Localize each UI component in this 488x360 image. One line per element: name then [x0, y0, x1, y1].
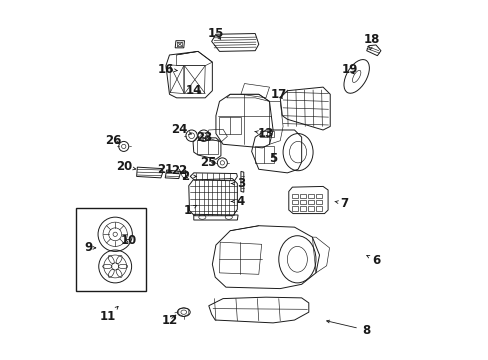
Text: 6: 6 — [366, 254, 380, 267]
Bar — [315, 200, 321, 204]
Bar — [300, 200, 305, 204]
Text: 23: 23 — [196, 131, 212, 144]
Text: 14: 14 — [185, 84, 202, 97]
Text: 24: 24 — [171, 123, 191, 136]
Text: 26: 26 — [104, 134, 121, 147]
Text: 11: 11 — [100, 306, 118, 323]
Text: 12: 12 — [161, 314, 177, 327]
Bar — [300, 194, 305, 198]
Text: 21: 21 — [157, 163, 173, 176]
Text: 7: 7 — [334, 197, 348, 210]
Text: 19: 19 — [341, 63, 358, 76]
Text: 5: 5 — [268, 152, 277, 165]
Bar — [307, 206, 313, 211]
Bar — [254, 147, 273, 163]
Bar — [292, 206, 298, 211]
Text: 20: 20 — [115, 160, 136, 173]
Bar — [259, 131, 273, 137]
Text: 9: 9 — [84, 241, 96, 255]
Text: 8: 8 — [326, 320, 369, 337]
Bar — [307, 200, 313, 204]
Text: 10: 10 — [120, 234, 136, 247]
Text: 2: 2 — [181, 170, 196, 183]
Text: 4: 4 — [231, 195, 244, 208]
Text: 1: 1 — [183, 204, 196, 217]
Bar — [292, 200, 298, 204]
Text: 13: 13 — [254, 127, 273, 140]
Text: 15: 15 — [207, 27, 224, 40]
Bar — [197, 140, 218, 154]
Text: 25: 25 — [200, 156, 217, 168]
Text: 17: 17 — [270, 88, 286, 101]
Bar — [315, 194, 321, 198]
Text: 18: 18 — [363, 33, 379, 50]
Text: 3: 3 — [231, 177, 244, 190]
Bar — [292, 194, 298, 198]
Bar — [219, 117, 241, 134]
Text: 22: 22 — [170, 164, 186, 177]
Bar — [315, 206, 321, 211]
Bar — [76, 208, 145, 292]
Bar — [307, 194, 313, 198]
Bar — [300, 206, 305, 211]
Text: 16: 16 — [158, 63, 177, 76]
